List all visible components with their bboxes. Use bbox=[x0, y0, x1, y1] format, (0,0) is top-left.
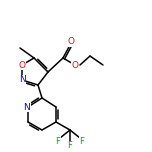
Text: F: F bbox=[79, 136, 85, 145]
Text: O: O bbox=[67, 38, 74, 47]
Text: N: N bbox=[24, 102, 30, 112]
Text: O: O bbox=[19, 60, 26, 69]
Text: F: F bbox=[56, 136, 60, 145]
Text: N: N bbox=[19, 76, 25, 85]
Text: F: F bbox=[67, 142, 73, 150]
Text: O: O bbox=[71, 60, 78, 69]
